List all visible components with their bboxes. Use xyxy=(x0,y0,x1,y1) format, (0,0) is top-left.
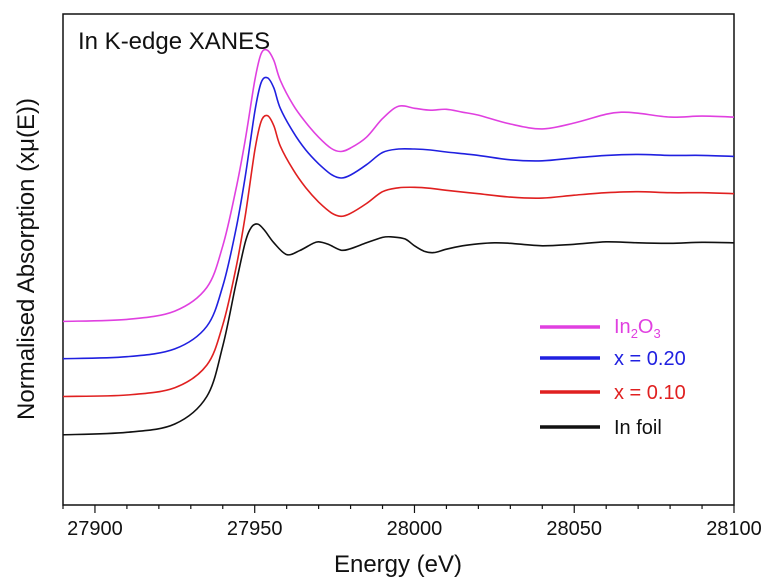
legend-label-in2o3-mid: O xyxy=(638,316,654,338)
legend-label-in-foil: In foil xyxy=(614,417,662,439)
legend-item-x010: x = 0.10 xyxy=(540,382,686,404)
series-line-x-0-20 xyxy=(62,76,735,360)
plot-frame xyxy=(62,13,735,506)
legend-label-x020: x = 0.20 xyxy=(614,348,686,370)
y-axis-title: Normalised Absorption (xμ(E)) xyxy=(13,98,40,420)
legend-label-in2o3-base: In xyxy=(614,316,631,338)
legend-label-in2o3-sub1: 2 xyxy=(631,326,638,341)
x-axis-ticks: 27900 27950 28000 28050 28100 xyxy=(62,505,762,540)
series-line-in-foil xyxy=(62,223,735,436)
series-line-x-0-10 xyxy=(62,114,735,398)
legend-label-in2o3-sub2: 3 xyxy=(653,326,660,341)
legend-item-in2o3: In2O3 xyxy=(540,316,661,341)
chart-title: In K-edge XANES xyxy=(78,28,270,55)
x-tick-label-28050: 28050 xyxy=(546,518,602,540)
legend-item-in-foil: In foil xyxy=(540,417,662,439)
series-layer xyxy=(62,48,735,436)
legend-label-x010: x = 0.10 xyxy=(614,382,686,404)
legend: In2O3 x = 0.20 x = 0.10 In foil xyxy=(540,316,686,439)
x-tick-label-28100: 28100 xyxy=(706,518,762,540)
x-tick-label-27950: 27950 xyxy=(227,518,283,540)
x-tick-label-28000: 28000 xyxy=(387,518,443,540)
legend-label-in2o3: In2O3 xyxy=(614,316,661,341)
series-line-in2o3 xyxy=(62,48,735,323)
x-axis-title: Energy (eV) xyxy=(334,551,462,578)
legend-item-x020: x = 0.20 xyxy=(540,348,686,370)
x-tick-label-27900: 27900 xyxy=(67,518,123,540)
